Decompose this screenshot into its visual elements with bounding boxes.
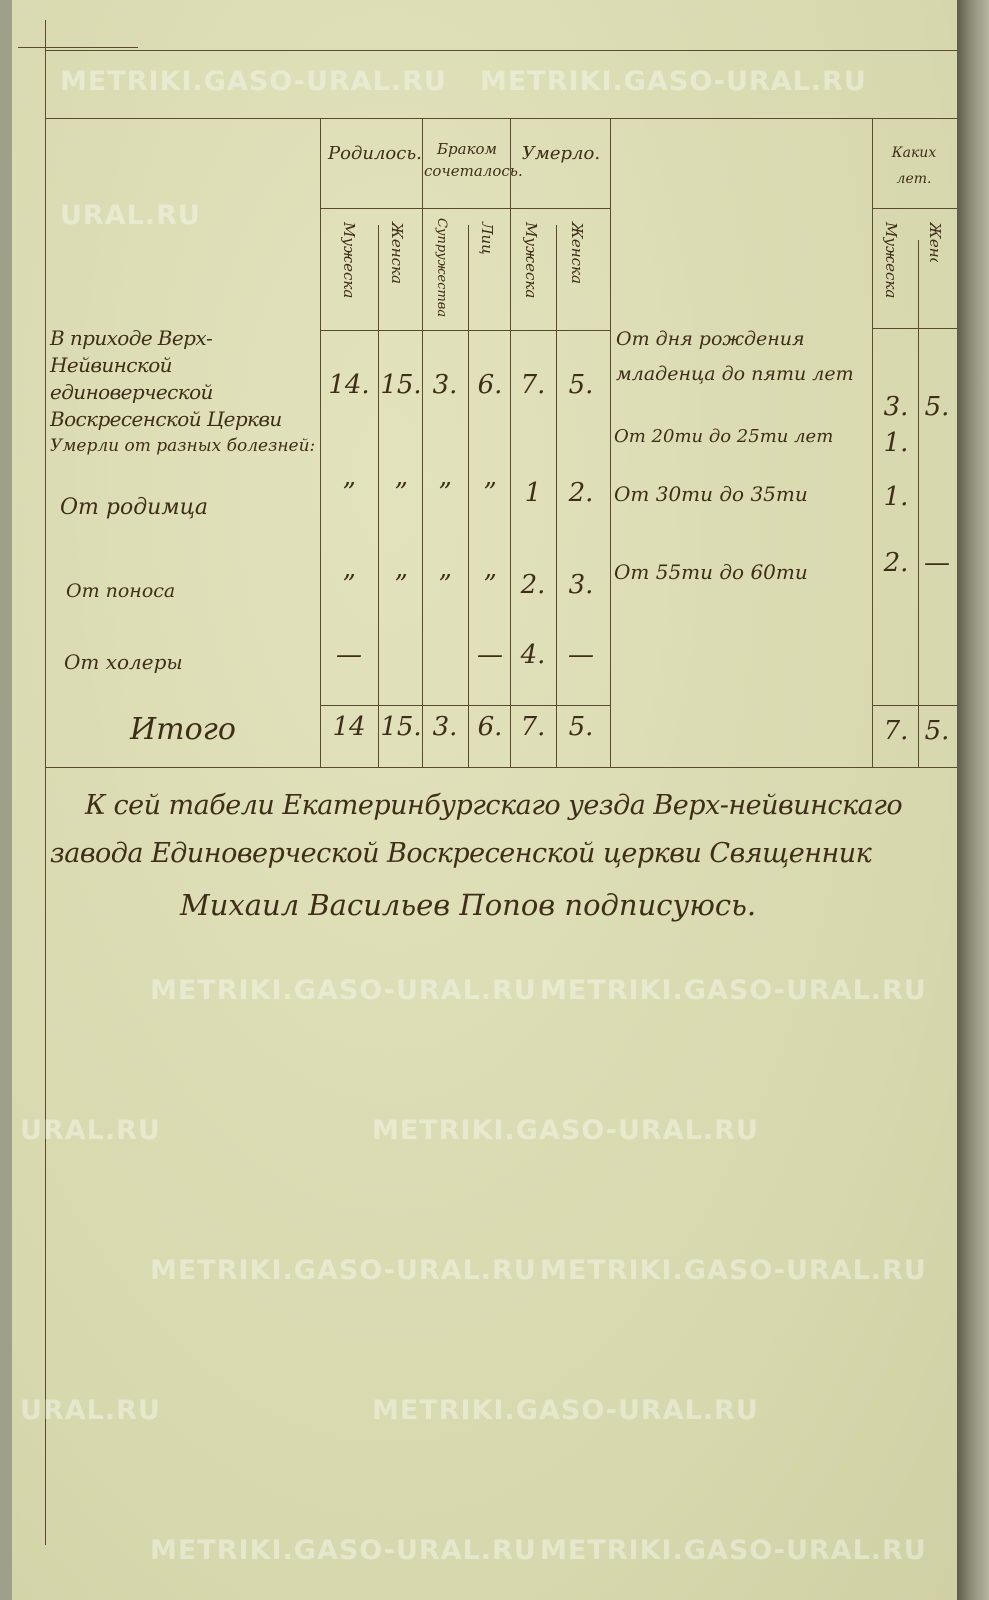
- age-infant-male: 3.: [883, 392, 909, 422]
- subheader-born-male: Мужеска: [340, 222, 358, 299]
- watermark-text: METRIKI.GASO-URAL.RU: [540, 1255, 927, 1286]
- cell-row3-col5: 3.: [568, 570, 594, 600]
- header-bottom-line-right: [872, 328, 957, 329]
- cell-row0-col3: 6.: [477, 370, 503, 400]
- col-line: [556, 225, 557, 768]
- col-line: [610, 118, 611, 768]
- table-top-line: [45, 50, 957, 51]
- cell-row3-col0: ”: [342, 570, 356, 600]
- watermark-text: METRIKI.GASO-URAL.RU: [60, 66, 447, 97]
- cell-row5-col5: 5.: [568, 712, 594, 742]
- subheader-age-male: Мужеска: [882, 222, 900, 299]
- subheader-line-right: [872, 208, 957, 209]
- col-line: [320, 118, 321, 768]
- subheader-married-persons: Лиц: [478, 222, 496, 255]
- age-55-60-female: —: [924, 548, 950, 578]
- row-label-parish: В приходе Верх-Нейвинской единоверческой…: [50, 326, 282, 431]
- cell-row5-col2: 3.: [432, 712, 458, 742]
- col-line: [468, 225, 469, 768]
- signature-line-2: завода Единоверческой Воскресенской церк…: [50, 838, 872, 869]
- header-born: Родилось.: [328, 143, 422, 164]
- watermark-text: METRIKI.GASO-URAL.RU: [150, 1535, 537, 1566]
- age-label-55-60: От 55ти до 60ти: [614, 560, 808, 584]
- cell-row3-col2: ”: [438, 570, 452, 600]
- row-label-rodimets: От родимца: [60, 495, 209, 520]
- col-line: [378, 225, 379, 768]
- total-top-line: [320, 705, 610, 706]
- page-edge: [957, 0, 989, 1600]
- cell-row4-col4: 4.: [520, 640, 546, 670]
- cell-row2-col1: ”: [394, 478, 408, 508]
- header-bottom-line: [320, 330, 610, 331]
- header-age-group: Каких лет.: [891, 145, 937, 187]
- age-label-20-25: От 20ти до 25ти лет: [614, 426, 834, 447]
- row-label-ponos: От поноса: [66, 580, 176, 602]
- cell-row3-col3: ”: [483, 570, 497, 600]
- row-label-kholera: От холеры: [64, 650, 183, 674]
- cell-row2-col3: ”: [483, 478, 497, 508]
- document-page: [12, 0, 957, 1600]
- header-married: Браком сочеталось.: [424, 140, 523, 180]
- watermark-text: METRIKI.GASO-URAL.RU: [540, 975, 927, 1006]
- subheader-born-female: Женска: [388, 222, 406, 284]
- subheader-died-female: Женска: [568, 222, 586, 284]
- cell-row5-col3: 6.: [477, 712, 503, 742]
- watermark-text: METRIKI.GASO-URAL.RU: [150, 975, 537, 1006]
- cell-row4-col3: —: [477, 640, 503, 670]
- watermark-text: URAL.RU: [20, 1395, 161, 1426]
- cell-row0-col2: 3.: [432, 370, 458, 400]
- cell-row5-col1: 15.: [380, 712, 422, 742]
- watermark-text: METRIKI.GASO-URAL.RU: [150, 1255, 537, 1286]
- rule-stub: [18, 47, 138, 48]
- col-line: [422, 118, 423, 768]
- age-20-25-male: 1.: [883, 428, 909, 458]
- subheader-line: [320, 208, 610, 209]
- cell-row5-col4: 7.: [520, 712, 546, 742]
- row-label-total: Итого: [130, 712, 236, 747]
- cell-row4-col0: —: [336, 640, 362, 670]
- table-header-line: [45, 118, 957, 119]
- watermark-text: METRIKI.GASO-URAL.RU: [480, 66, 867, 97]
- cell-row0-col0: 14.: [328, 370, 370, 400]
- subheader-died-male: Мужеска: [522, 222, 540, 299]
- age-label-30-35: От 30ти до 35ти: [614, 482, 808, 506]
- age-infant-female: 5.: [924, 392, 950, 422]
- watermark-text: URAL.RU: [60, 200, 201, 231]
- signature-line-1: К сей табели Екатеринбургскаго уезда Вер…: [85, 790, 903, 821]
- row-label-diseases: Умерли от разных болезней:: [50, 436, 316, 456]
- cell-row0-col4: 7.: [520, 370, 546, 400]
- cell-row5-col0: 14: [332, 712, 366, 742]
- cell-row3-col1: ”: [394, 570, 408, 600]
- subheader-married-couples: Супружества: [434, 218, 449, 318]
- age-total-female: 5.: [924, 716, 950, 746]
- watermark-text: METRIKI.GASO-URAL.RU: [372, 1115, 759, 1146]
- col-line: [510, 118, 511, 768]
- age-30-35-male: 1.: [883, 482, 909, 512]
- col-line: [918, 240, 919, 768]
- subheader-age-female: Женска: [926, 222, 944, 262]
- cell-row4-col5: —: [568, 640, 594, 670]
- cell-row0-col5: 5.: [568, 370, 594, 400]
- cell-row2-col5: 2.: [568, 478, 594, 508]
- signature-line-3: Михаил Васильев Попов подписуюсь.: [180, 888, 757, 922]
- col-line: [872, 118, 873, 768]
- cell-row3-col4: 2.: [520, 570, 546, 600]
- cell-row2-col0: ”: [342, 478, 356, 508]
- table-bottom-line: [45, 767, 957, 768]
- age-total-male: 7.: [883, 716, 909, 746]
- total-top-line-right: [872, 705, 957, 706]
- cell-row2-col2: ”: [438, 478, 452, 508]
- margin-line: [45, 20, 46, 1545]
- watermark-text: METRIKI.GASO-URAL.RU: [540, 1535, 927, 1566]
- cell-row0-col1: 15.: [380, 370, 422, 400]
- watermark-text: METRIKI.GASO-URAL.RU: [372, 1395, 759, 1426]
- age-label-infant: От дня рождения младенца до пяти лет: [616, 328, 854, 385]
- age-55-60-male: 2.: [883, 548, 909, 578]
- header-died: Умерло.: [521, 143, 601, 164]
- cell-row2-col4: 1: [524, 478, 542, 508]
- watermark-text: URAL.RU: [20, 1115, 161, 1146]
